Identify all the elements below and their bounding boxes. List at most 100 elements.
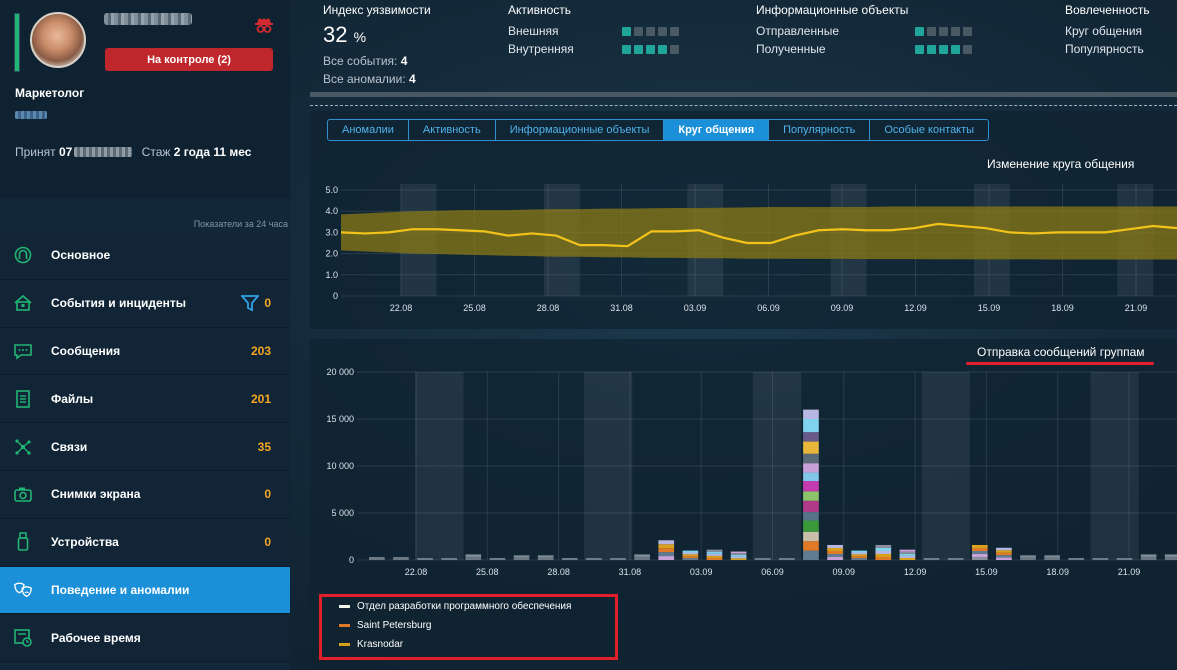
vulnerability-unit: % — [353, 29, 367, 45]
tab-6[interactable]: Особые контакты — [884, 124, 975, 136]
hired-day: 07 — [58, 145, 73, 159]
y-tick-label: 5.0 — [325, 185, 338, 195]
bar-segment — [1164, 554, 1177, 558]
x-tick-label: 03.09 — [690, 567, 713, 577]
x-tick-label: 03.09 — [684, 303, 707, 313]
x-tick-label: 21.09 — [1118, 567, 1141, 577]
sidebar-item-label: Снимки экрана — [51, 487, 141, 502]
legend-label: Krasnodar — [357, 639, 404, 650]
tab-3[interactable]: Информационные объекты — [496, 120, 665, 140]
bar-segment — [658, 552, 675, 557]
y-tick-label: 3.0 — [325, 227, 338, 237]
bar-segment — [803, 481, 819, 492]
bar-segment — [1020, 555, 1036, 558]
chat-bubble-icon — [13, 341, 33, 361]
legend-item[interactable]: Отдел разработки программного обеспечени… — [322, 597, 615, 616]
filter-icon[interactable] — [241, 294, 259, 312]
bar-segment — [682, 552, 699, 555]
bar-segment — [682, 554, 699, 557]
weekend-band — [1090, 372, 1139, 560]
document-icon — [13, 389, 33, 409]
sidebar-item-house-alert[interactable]: События и инциденты 0 — [0, 279, 290, 328]
bar-segment — [513, 557, 530, 560]
sidebar-item-camera[interactable]: Снимки экрана 0 — [0, 470, 290, 519]
bar-segment — [803, 520, 819, 532]
sidebar-item-count: 203 — [250, 343, 271, 358]
level-dot — [622, 27, 631, 36]
bar-segment — [1140, 557, 1157, 560]
x-tick-label: 22.08 — [390, 303, 413, 313]
vulnerability-index: 32 % — [323, 22, 366, 48]
house-alert-icon — [13, 293, 33, 313]
level-dot — [634, 45, 643, 54]
sidebar-item-label: Рабочее время — [51, 630, 141, 645]
bar-segment — [803, 409, 819, 419]
x-tick-label: 15.09 — [978, 303, 1001, 313]
sidebar-nav: Основное События и инциденты 0 Сообщения 203… — [0, 232, 290, 663]
sidebar-item-chat-bubble[interactable]: Сообщения 203 — [0, 327, 290, 376]
activity-title: Активность — [508, 3, 572, 17]
sidebar-item-network[interactable]: Связи 35 — [0, 423, 290, 471]
tab-1[interactable]: Аномалии — [328, 120, 409, 140]
hired-label: Принят — [15, 145, 56, 159]
bar-segment — [1044, 555, 1060, 558]
activity-internal-dots — [622, 45, 679, 54]
bar-segment — [706, 549, 723, 552]
bar-segment — [971, 547, 988, 551]
tab-5[interactable]: Популярность — [769, 120, 871, 140]
on-control-button[interactable]: На контроле (2) — [105, 48, 273, 71]
bar-segment — [971, 556, 988, 560]
bar-segment — [730, 554, 747, 557]
vulnerability-title: Индекс уязвимости — [323, 3, 431, 17]
level-dot — [670, 45, 679, 54]
legend-item[interactable]: Krasnodar — [322, 635, 615, 654]
bar-segment — [393, 558, 409, 560]
x-tick-label: 31.08 — [619, 567, 642, 577]
info-sent-label: Отправленные — [756, 24, 840, 38]
bar-segment — [369, 558, 385, 560]
bar-segment — [706, 557, 723, 560]
sidebar-item-label: Файлы — [51, 391, 94, 406]
bar — [441, 558, 458, 560]
bar-segment — [803, 491, 819, 501]
avatar[interactable] — [30, 12, 86, 68]
sidebar: На контроле (2) Маркетолог Принят 07 Ста… — [0, 0, 290, 670]
group-messages-panel: Отправка сообщений группам 0 5 000 10 000 1… — [310, 339, 1177, 670]
activity-external-label: Внешняя — [508, 24, 559, 38]
bar-segment — [875, 550, 892, 554]
level-dot — [915, 27, 924, 36]
weekend-band — [752, 372, 802, 560]
bar — [1092, 558, 1109, 560]
usb-icon — [13, 532, 33, 552]
sidebar-item-user-circle[interactable]: Основное — [0, 232, 290, 280]
sidebar-item-count: 201 — [250, 391, 271, 406]
sidebar-item-clock[interactable]: Рабочее время — [0, 614, 290, 663]
redacted-hire-date — [74, 147, 133, 157]
bar-segment — [899, 551, 916, 554]
sidebar-item-masks[interactable]: Поведение и аномалии — [0, 566, 290, 615]
level-dot — [658, 27, 667, 36]
x-tick-label: 06.09 — [761, 567, 784, 577]
sidebar-item-document[interactable]: Файлы 201 — [0, 375, 290, 424]
bar-segment — [803, 500, 819, 513]
bar-segment — [803, 531, 819, 542]
activity-level-bar — [14, 13, 20, 72]
bar-segment — [1044, 557, 1060, 560]
bar — [1068, 558, 1085, 560]
tab-4[interactable]: Круг общения — [664, 120, 770, 140]
spy-icon[interactable] — [254, 16, 274, 34]
bar-segment — [803, 512, 819, 521]
tab-2[interactable]: Активность — [409, 120, 496, 140]
x-tick-label: 09.09 — [833, 567, 856, 577]
sidebar-item-usb[interactable]: Устройства 0 — [0, 518, 290, 567]
bar-segment — [706, 551, 723, 554]
bar-segment — [899, 549, 916, 552]
info-sent-dots — [915, 27, 972, 36]
bar-segment — [827, 544, 843, 548]
y-tick-label: 2.0 — [325, 249, 338, 259]
camera-icon — [13, 484, 33, 504]
y-tick-label: 10 000 — [326, 461, 354, 471]
legend-item[interactable]: Saint Petersburg — [322, 616, 615, 635]
profile-card: На контроле (2) Маркетолог Принят 07 Ста… — [0, 0, 290, 198]
tenure-value: 2 года 11 мес — [173, 145, 252, 159]
